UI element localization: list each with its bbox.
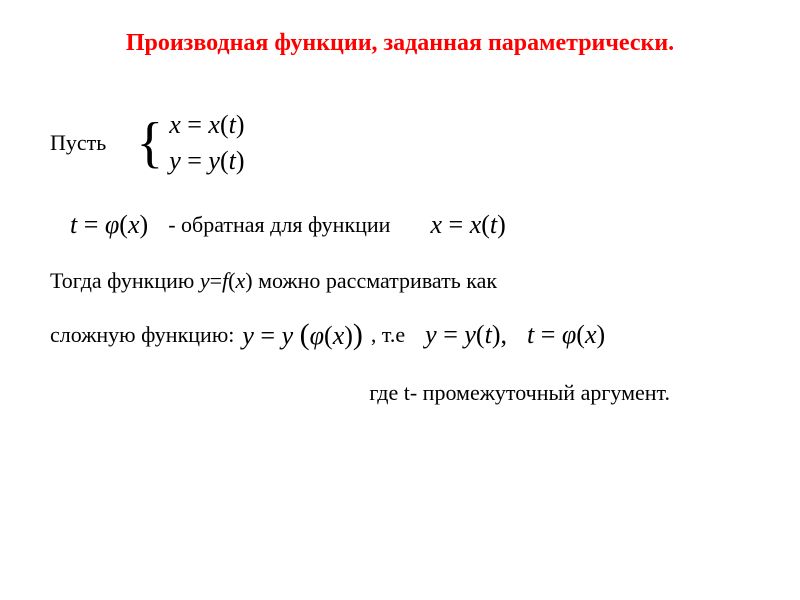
let-label: Пусть <box>50 130 106 156</box>
complex-eq-yt: y = y(t), <box>425 320 507 350</box>
system-eq2: y = y(t) <box>169 143 244 179</box>
slide-title: Производная функции, заданная параметрич… <box>50 30 750 57</box>
then-line: Тогда функцию y=f(x) можно рассматривать… <box>50 268 750 294</box>
footer-line: где t- промежуточный аргумент. <box>50 380 750 406</box>
inverse-lhs: t = φ(x) <box>70 210 148 240</box>
parametric-system: { x = x(t) y = y(t) <box>136 107 244 180</box>
then-func: y <box>200 268 210 293</box>
let-row: Пусть { x = x(t) y = y(t) <box>50 107 750 180</box>
inverse-rhs: x = x(t) <box>430 210 505 240</box>
complex-row: сложную функцию: y = y (φ(x)) , т.е y = … <box>50 318 750 352</box>
inverse-row: t = φ(x) - обратная для функции x = x(t) <box>50 210 750 240</box>
complex-eq-tphi: t = φ(x) <box>527 320 605 350</box>
inverse-desc: - обратная для функции <box>168 212 390 238</box>
complex-ie: , т.е <box>371 322 405 348</box>
complex-eq-main: y = y (φ(x)) <box>242 318 363 352</box>
system-eq1: x = x(t) <box>169 107 244 143</box>
left-brace-icon: { <box>136 115 163 171</box>
complex-label: сложную функцию: <box>50 322 234 348</box>
then-suffix: можно рассматривать как <box>253 268 498 293</box>
then-prefix: Тогда функцию <box>50 268 200 293</box>
